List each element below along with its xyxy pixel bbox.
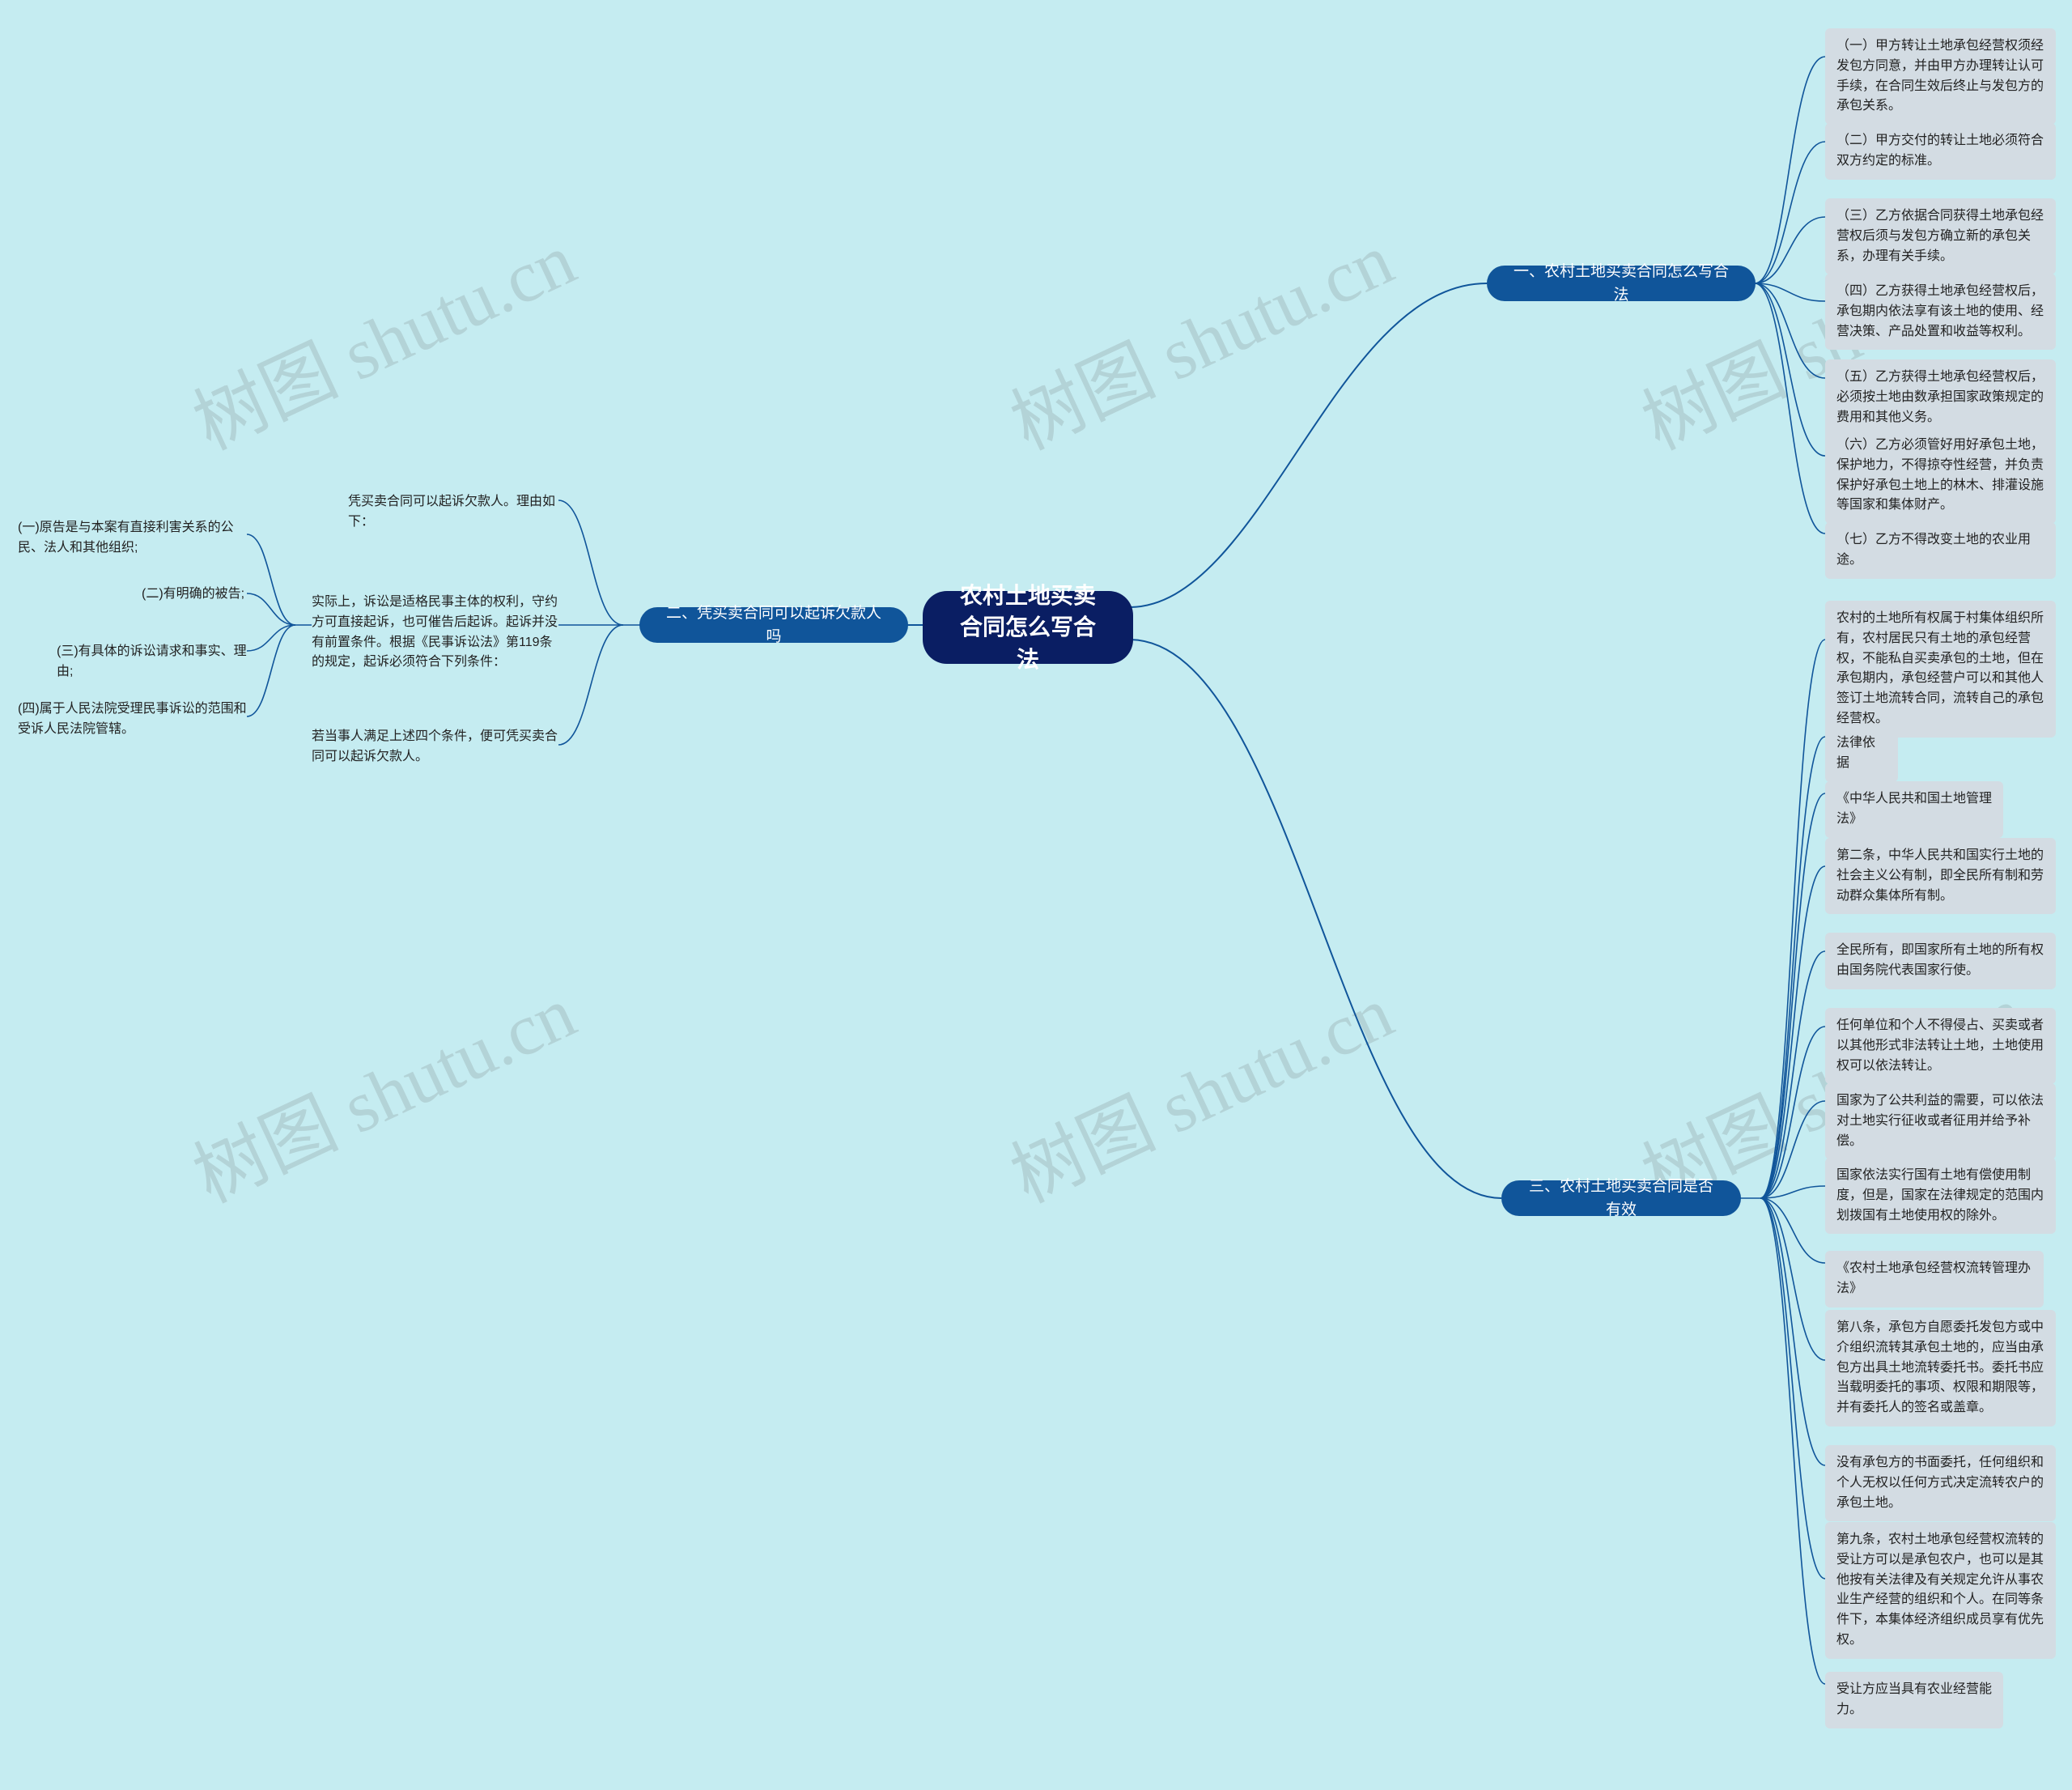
b1-leaf-2: （三）乙方依据合同获得土地承包经营权后须与发包方确立新的承包关系，办理有关手续。 — [1825, 198, 2056, 274]
watermark: 树图 shutu.cn — [174, 202, 589, 470]
watermark: 树图 shutu.cn — [991, 202, 1407, 470]
b3-leaf-1: 法律依据 — [1825, 725, 1898, 782]
branch-3-label: 三、农村土地买卖合同是否有效 — [1522, 1175, 1720, 1222]
branch-1-label: 一、农村土地买卖合同怎么写合法 — [1508, 260, 1734, 308]
b1-leaf-3: （四）乙方获得土地承包经营权后，承包期内依法享有该土地的使用、经营决策、产品处置… — [1825, 274, 2056, 350]
watermark: 树图 shutu.cn — [991, 955, 1407, 1222]
b2-c2-leaf-1: (二)有明确的被告; — [142, 585, 248, 605]
b3-leaf-2: 《中华人民共和国土地管理法》 — [1825, 781, 2003, 838]
connector-lines — [0, 0, 2072, 1790]
branch-1[interactable]: 一、农村土地买卖合同怎么写合法 — [1487, 266, 1756, 301]
b3-leaf-4: 全民所有，即国家所有土地的所有权由国务院代表国家行使。 — [1825, 933, 2056, 989]
b2-child-1: 凭买卖合同可以起诉欠款人。理由如下： — [348, 492, 560, 533]
b3-leaf-9: 第八条，承包方自愿委托发包方或中介组织流转其承包土地的，应当由承包方出具土地流转… — [1825, 1310, 2056, 1426]
b1-leaf-1: （二）甲方交付的转让土地必须符合双方约定的标准。 — [1825, 123, 2056, 180]
b1-leaf-6: （七）乙方不得改变土地的农业用途。 — [1825, 522, 2056, 579]
b3-leaf-3: 第二条，中华人民共和国实行土地的社会主义公有制，即全民所有制和劳动群众集体所有制… — [1825, 838, 2056, 914]
branch-3[interactable]: 三、农村土地买卖合同是否有效 — [1501, 1180, 1741, 1216]
b3-leaf-6: 国家为了公共利益的需要，可以依法对土地实行征收或者征用并给予补偿。 — [1825, 1083, 2056, 1159]
b3-leaf-12: 受让方应当具有农业经营能力。 — [1825, 1672, 2003, 1728]
watermark: 树图 shutu.cn — [174, 955, 589, 1222]
branch-2-label: 二、凭买卖合同可以起诉欠款人吗 — [660, 602, 887, 649]
b3-leaf-0: 农村的土地所有权属于村集体组织所有，农村居民只有土地的承包经营权，不能私自买卖承… — [1825, 601, 2056, 738]
b3-leaf-5: 任何单位和个人不得侵占、买卖或者以其他形式非法转让土地，土地使用权可以依法转让。 — [1825, 1008, 2056, 1084]
b1-leaf-5: （六）乙方必须管好用好承包土地，保护地力，不得掠夺性经营，并负责保护好承包土地上… — [1825, 427, 2056, 524]
b3-leaf-8: 《农村土地承包经营权流转管理办法》 — [1825, 1251, 2044, 1307]
b2-c2-leaf-2: (三)有具体的诉讼请求和事实、理由; — [57, 642, 248, 682]
b3-leaf-7: 国家依法实行国有土地有偿使用制度，但是，国家在法律规定的范围内划拨国有土地使用权… — [1825, 1158, 2056, 1234]
branch-2[interactable]: 二、凭买卖合同可以起诉欠款人吗 — [639, 607, 908, 643]
b2-child-3: 若当事人满足上述四个条件，便可凭买卖合同可以起诉欠款人。 — [312, 727, 560, 767]
b2-child-2: 实际上，诉讼是适格民事主体的权利，守约方可直接起诉，也可催告后起诉。起诉并没有前… — [312, 593, 560, 673]
b1-leaf-0: （一）甲方转让土地承包经营权须经发包方同意，并由甲方办理转让认可手续，在合同生效… — [1825, 28, 2056, 125]
root-node[interactable]: 农村土地买卖合同怎么写合法 — [923, 591, 1133, 664]
b2-c2-leaf-0: (一)原告是与本案有直接利害关系的公民、法人和其他组织; — [18, 518, 248, 559]
b3-leaf-11: 第九条，农村土地承包经营权流转的受让方可以是承包农户，也可以是其他按有关法律及有… — [1825, 1522, 2056, 1659]
b1-leaf-4: （五）乙方获得土地承包经营权后，必须按土地由数承担国家政策规定的费用和其他义务。 — [1825, 359, 2056, 436]
b2-c2-leaf-3: (四)属于人民法院受理民事诉讼的范围和受诉人民法院管辖。 — [18, 699, 248, 740]
b3-leaf-10: 没有承包方的书面委托，任何组织和个人无权以任何方式决定流转农户的承包土地。 — [1825, 1445, 2056, 1521]
root-label: 农村土地买卖合同怎么写合法 — [952, 580, 1104, 675]
